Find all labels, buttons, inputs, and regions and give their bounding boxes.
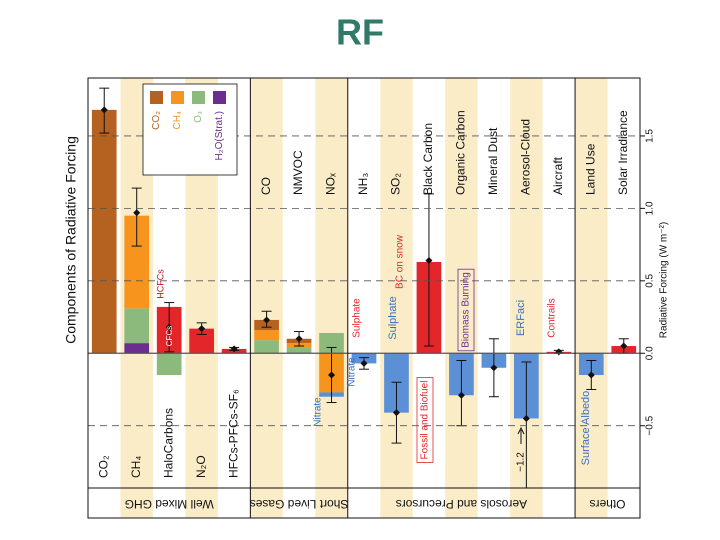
legend-label: CH₄ [172,111,183,130]
annotation: BC on snow [395,234,406,289]
category-label: CO₂ [96,455,110,478]
total-point [133,209,141,217]
category-label: Organic Carbon [454,110,468,195]
total-point [230,345,238,353]
legend-swatch [213,91,226,104]
category-label: N₂O [194,455,208,478]
total-point [587,371,595,379]
category-label: NMVOC [291,150,305,195]
chart-title: RF [336,12,384,53]
total-point [165,323,173,331]
annotation: Surface Albedo [580,391,592,466]
y-tick-label: 0.0 [645,346,656,360]
category-label: CH₄ [129,456,143,478]
category-label: Land Use [583,143,597,195]
bar-segment [319,332,344,354]
group-label: Short Lived Gases [250,497,349,511]
annotation: Biomass Burning [461,272,472,348]
category-label: Mineral Dust [486,127,500,195]
group-label: Aerosols and Precursors [396,497,527,511]
column-band [380,78,413,518]
column-band [575,78,608,518]
total-point [490,364,498,372]
y-tick-label: −0.5 [645,415,656,435]
column-band [250,78,283,518]
category-label: SO₂ [389,173,403,195]
group-label: Others [590,497,626,511]
legend-label: H₂O(Strat.) [214,111,225,160]
total-point [620,342,628,350]
plot-area [91,87,637,488]
bar-segment [254,330,279,341]
total-point [522,414,530,422]
annotation: Sulphate [352,298,363,338]
total-point [425,257,433,265]
total-point [100,106,108,114]
overlay: −0.5 0.0 0.5 1.0 1.5 Well Mixed GHG Short Live… [87,77,656,519]
plot-frame [87,77,641,519]
annotation: HCFCs [155,269,165,299]
annotation: Nitrate [313,397,324,427]
annotation: −1.2 [516,452,527,472]
annotation-box [457,268,475,352]
arrow [517,426,525,444]
category-label: CO [259,177,273,195]
bar-segment [254,340,279,354]
total-point [328,371,336,379]
group-label: Well Mixed GHG [125,497,214,511]
total-point [457,391,465,399]
bar-segment [286,347,312,354]
bar-segment [124,308,150,344]
category-label: NOₓ [324,173,338,195]
annotation: ERFaci [515,300,527,336]
category-label: Aerosol-Cloud [519,119,533,195]
annotation: Sulphate [387,296,399,339]
bar-segment [156,353,182,375]
legend-swatch [171,91,184,104]
annotation: Contrails [547,298,558,337]
total-point [198,325,206,333]
y-tick-label: 1.0 [645,201,656,215]
column-band [315,78,348,518]
legend-swatch [150,91,163,104]
total-point [392,409,400,417]
category-label: HFCs-PFCs-SF₆ [226,389,240,478]
category-label: HaloCarbons [161,408,175,478]
category-label: Aircraft [551,156,565,195]
annotation-box [416,377,434,463]
annotation: Fossil and Biofuel [420,381,431,460]
total-point [263,316,271,324]
annotation: Nitrate [347,357,358,387]
annotation: CFCs [165,326,174,346]
column-band [445,78,478,518]
category-label: Solar Irradiance [616,110,630,195]
category-label: NH₃ [356,173,370,195]
y-tick-label: 1.5 [645,129,656,143]
total-point [360,359,368,367]
total-point [555,348,563,356]
y2-axis-label: Radiative Forcing (W m⁻²) [659,222,670,338]
bar-segment [124,343,150,354]
y-tick-label: 0.5 [645,273,656,287]
category-label: Black Carbon [421,123,435,195]
legend-label: CO₂ [151,111,162,130]
bar-segment [91,109,117,354]
total-point [295,335,303,343]
y-axis-label: Components of Radiative Forcing [63,136,79,344]
legend-swatch [192,91,205,104]
legend-label: O₃ [193,111,204,123]
